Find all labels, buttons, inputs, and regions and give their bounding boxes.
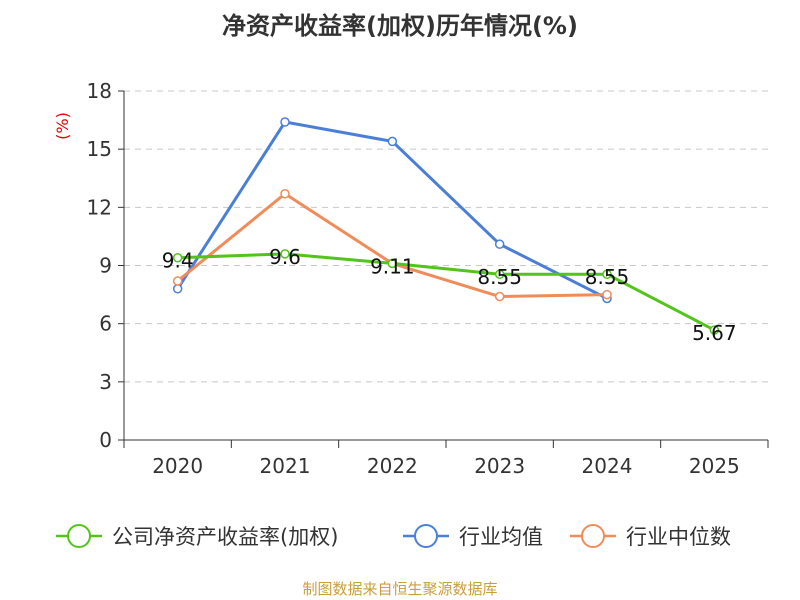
data-label: 8.55 xyxy=(585,265,630,289)
data-point xyxy=(172,276,183,286)
y-tick-label: 18 xyxy=(87,79,112,103)
data-point xyxy=(494,269,505,279)
x-tick-label: 2025 xyxy=(689,454,740,478)
data-point xyxy=(172,284,183,294)
chart-title: 净资产收益率(加权)历年情况(%) xyxy=(222,12,578,40)
legend-item[interactable]: 行业中位数 xyxy=(570,524,731,549)
legend-label: 公司净资产收益率(加权) xyxy=(112,525,338,549)
x-tick-label: 2020 xyxy=(152,454,203,478)
data-point xyxy=(709,325,720,335)
legend-item[interactable]: 行业均值 xyxy=(403,524,543,549)
data-point xyxy=(387,136,398,147)
y-axis-label: (%) xyxy=(53,112,72,140)
x-tick-label: 2024 xyxy=(582,454,633,478)
legend-label: 行业中位数 xyxy=(626,525,731,549)
data-point xyxy=(280,189,290,199)
x-tick-label: 2022 xyxy=(367,454,418,478)
legend-item[interactable]: 公司净资产收益率(加权) xyxy=(56,524,338,549)
y-tick-label: 6 xyxy=(99,312,112,336)
axes: 0 3 6 9 12 15 18 2020 2021 2022 2023 2024 2025 xyxy=(87,79,769,478)
legend-marker-icon xyxy=(67,524,91,548)
gridlines xyxy=(124,90,768,383)
data-point xyxy=(387,258,398,269)
data-label: 8.55 xyxy=(477,265,522,289)
y-tick-label: 0 xyxy=(99,428,112,452)
data-label: 9.11 xyxy=(370,254,415,278)
data-point xyxy=(280,249,290,259)
source-note: 制图数据来自恒生聚源数据库 xyxy=(302,580,497,598)
x-tick-label: 2021 xyxy=(260,454,311,478)
data-label: 9.4 xyxy=(162,249,194,273)
data-point xyxy=(494,291,505,302)
data-point xyxy=(494,239,505,249)
y-tick-label: 9 xyxy=(99,254,112,278)
data-point xyxy=(602,269,612,279)
data-label: 5.67 xyxy=(692,321,737,345)
legend-label: 行业均值 xyxy=(459,525,543,549)
y-tick-label: 15 xyxy=(87,137,112,161)
series-line xyxy=(176,192,608,299)
legend-marker-icon xyxy=(414,524,438,548)
series-line xyxy=(177,252,716,332)
legend[interactable]: 公司净资产收益率(加权) 行业均值 行业中位数 xyxy=(56,524,731,549)
data-point xyxy=(602,289,612,300)
y-tick-label: 12 xyxy=(87,195,112,219)
series xyxy=(172,117,720,335)
legend-marker-icon xyxy=(581,524,605,548)
data-point xyxy=(280,117,290,127)
x-tick-label: 2023 xyxy=(474,454,525,478)
data-labels: 9.4 9.6 9.11 8.55 8.55 5.67 xyxy=(162,245,737,345)
y-tick-label: 3 xyxy=(99,370,112,394)
data-point xyxy=(172,252,183,263)
data-label: 9.6 xyxy=(269,245,301,269)
